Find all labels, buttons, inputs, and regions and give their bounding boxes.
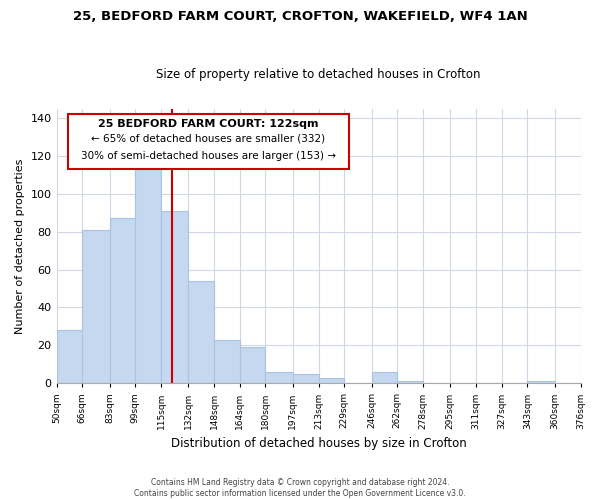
Bar: [188, 281, 214, 384]
Text: 25, BEDFORD FARM COURT, CROFTON, WAKEFIELD, WF4 1AN: 25, BEDFORD FARM COURT, CROFTON, WAKEFIE…: [73, 10, 527, 23]
Bar: [135, 169, 161, 384]
Bar: [397, 382, 423, 384]
Title: Size of property relative to detached houses in Crofton: Size of property relative to detached ho…: [156, 68, 481, 81]
Text: Contains HM Land Registry data © Crown copyright and database right 2024.
Contai: Contains HM Land Registry data © Crown c…: [134, 478, 466, 498]
Y-axis label: Number of detached properties: Number of detached properties: [15, 158, 25, 334]
Bar: [82, 230, 110, 384]
Bar: [161, 211, 188, 384]
Bar: [240, 348, 265, 384]
Bar: [319, 378, 344, 384]
Bar: [214, 340, 240, 384]
Bar: [56, 330, 82, 384]
Bar: [293, 374, 319, 384]
X-axis label: Distribution of detached houses by size in Crofton: Distribution of detached houses by size …: [170, 437, 466, 450]
Bar: [265, 372, 293, 384]
Bar: [527, 382, 555, 384]
Bar: [110, 218, 135, 384]
FancyBboxPatch shape: [68, 114, 349, 169]
Bar: [371, 372, 397, 384]
Text: 30% of semi-detached houses are larger (153) →: 30% of semi-detached houses are larger (…: [81, 151, 336, 161]
Text: 25 BEDFORD FARM COURT: 122sqm: 25 BEDFORD FARM COURT: 122sqm: [98, 118, 319, 128]
Text: ← 65% of detached houses are smaller (332): ← 65% of detached houses are smaller (33…: [91, 134, 325, 144]
